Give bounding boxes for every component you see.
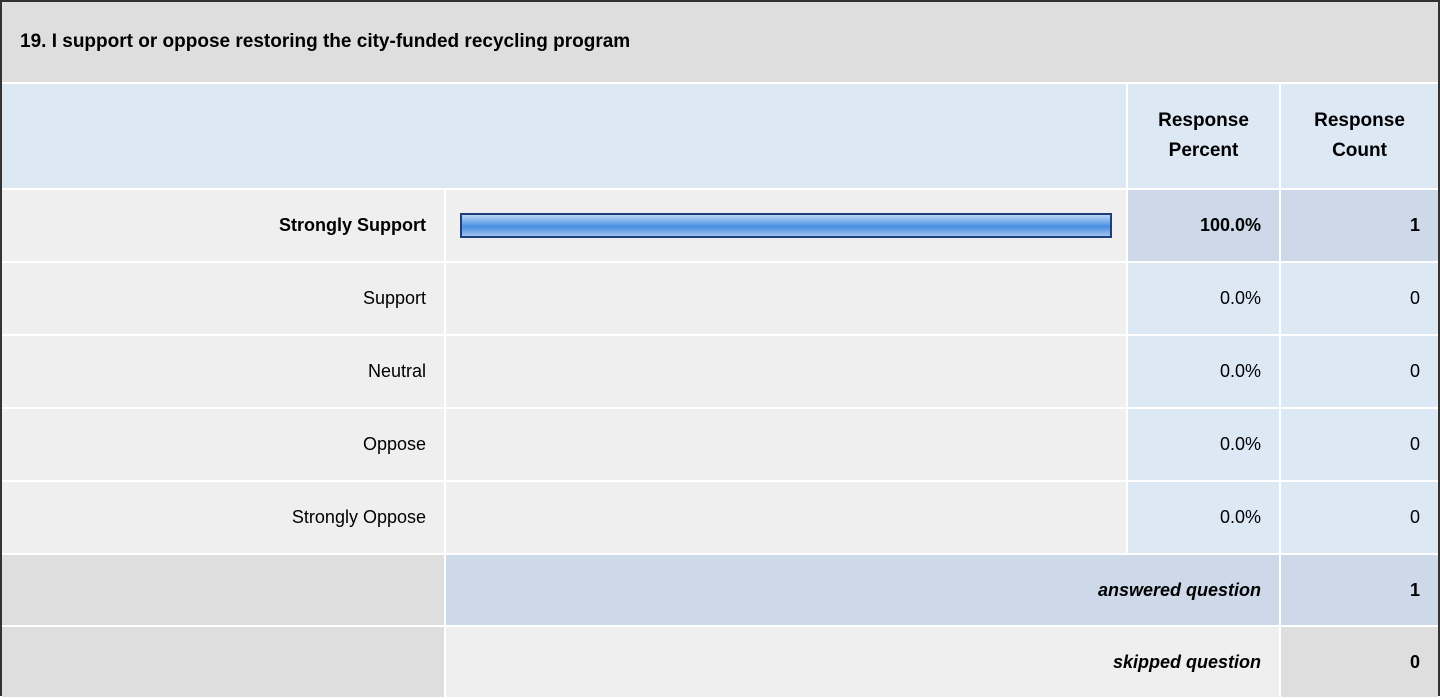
answer-row: Support 0.0% 0 [2, 261, 1439, 336]
response-count: 0 [1278, 480, 1439, 555]
answer-label: Strongly Oppose [2, 480, 446, 555]
percent-header: Response Percent [1126, 82, 1281, 190]
bar-cell [444, 334, 1128, 409]
response-percent: 0.0% [1126, 407, 1281, 482]
bar [460, 212, 1112, 238]
bar-cell [444, 480, 1128, 555]
answer-label: Support [2, 261, 446, 336]
response-percent: 0.0% [1126, 261, 1281, 336]
answer-label: Strongly Support [2, 188, 446, 263]
header-blank [2, 82, 1128, 190]
bar-cell [444, 407, 1128, 482]
response-percent: 0.0% [1126, 480, 1281, 555]
summary-label: answered question [444, 553, 1281, 627]
answer-row: Strongly Support 100.0% 1 [2, 188, 1439, 263]
response-percent: 100.0% [1126, 188, 1281, 263]
answer-row: Oppose 0.0% 0 [2, 407, 1439, 482]
summary-count: 1 [1278, 553, 1439, 627]
answer-label: Oppose [2, 407, 446, 482]
summary-label: skipped question [444, 625, 1281, 699]
answer-row: Strongly Oppose 0.0% 0 [2, 480, 1439, 555]
answer-row: Neutral 0.0% 0 [2, 334, 1439, 409]
response-count: 1 [1278, 188, 1439, 263]
response-count: 0 [1278, 334, 1439, 409]
response-percent: 0.0% [1126, 334, 1281, 409]
bar-svg [460, 212, 1112, 238]
answer-label: Neutral [2, 334, 446, 409]
summary-row: answered question 1 [2, 553, 1439, 627]
summary-row: skipped question 0 [2, 625, 1439, 699]
summary-count: 0 [1278, 625, 1439, 699]
summary-blank [2, 553, 446, 627]
count-header: Response Count [1278, 82, 1439, 190]
summary-blank [2, 625, 446, 699]
bar-cell [444, 261, 1128, 336]
response-count: 0 [1278, 261, 1439, 336]
question-title: 19. I support or oppose restoring the ci… [2, 2, 1439, 84]
response-count: 0 [1278, 407, 1439, 482]
bar-cell [444, 188, 1128, 263]
